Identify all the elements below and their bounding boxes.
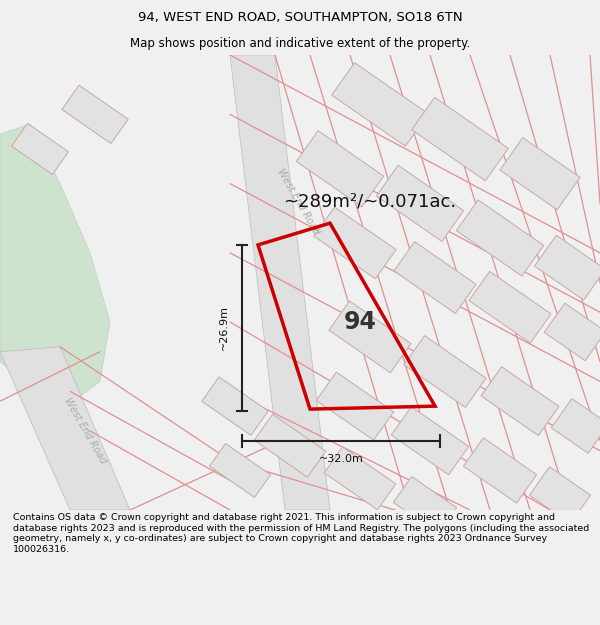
Polygon shape [393, 476, 457, 534]
Polygon shape [535, 235, 600, 300]
Polygon shape [296, 131, 383, 207]
Polygon shape [500, 138, 580, 210]
Polygon shape [376, 165, 464, 241]
Polygon shape [457, 200, 544, 276]
Text: Contains OS data © Crown copyright and database right 2021. This information is : Contains OS data © Crown copyright and d… [13, 514, 589, 554]
Polygon shape [544, 303, 600, 361]
Polygon shape [391, 407, 469, 475]
Polygon shape [202, 377, 268, 436]
Polygon shape [314, 207, 396, 279]
Polygon shape [394, 242, 476, 313]
Polygon shape [0, 124, 110, 411]
Polygon shape [62, 85, 128, 144]
Text: Map shows position and indicative extent of the property.: Map shows position and indicative extent… [130, 38, 470, 51]
Text: ~32.0m: ~32.0m [319, 454, 364, 464]
Polygon shape [324, 447, 396, 510]
Polygon shape [404, 336, 486, 408]
Polygon shape [469, 271, 551, 343]
Text: ~289m²/~0.071ac.: ~289m²/~0.071ac. [283, 192, 457, 211]
Text: West End Road: West End Road [275, 167, 321, 236]
Polygon shape [254, 414, 326, 477]
Polygon shape [209, 444, 271, 498]
Text: 94: 94 [344, 310, 376, 334]
Polygon shape [412, 98, 508, 181]
Polygon shape [529, 467, 590, 524]
Polygon shape [0, 347, 130, 510]
Polygon shape [463, 438, 536, 503]
Polygon shape [329, 301, 411, 372]
Polygon shape [332, 62, 428, 146]
Polygon shape [481, 367, 559, 436]
Polygon shape [316, 372, 394, 440]
Text: ~26.9m: ~26.9m [219, 306, 229, 351]
Polygon shape [230, 55, 330, 510]
Text: 94, WEST END ROAD, SOUTHAMPTON, SO18 6TN: 94, WEST END ROAD, SOUTHAMPTON, SO18 6TN [137, 11, 463, 24]
Polygon shape [551, 399, 600, 453]
Text: West End Road: West End Road [62, 396, 108, 466]
Polygon shape [11, 124, 68, 174]
